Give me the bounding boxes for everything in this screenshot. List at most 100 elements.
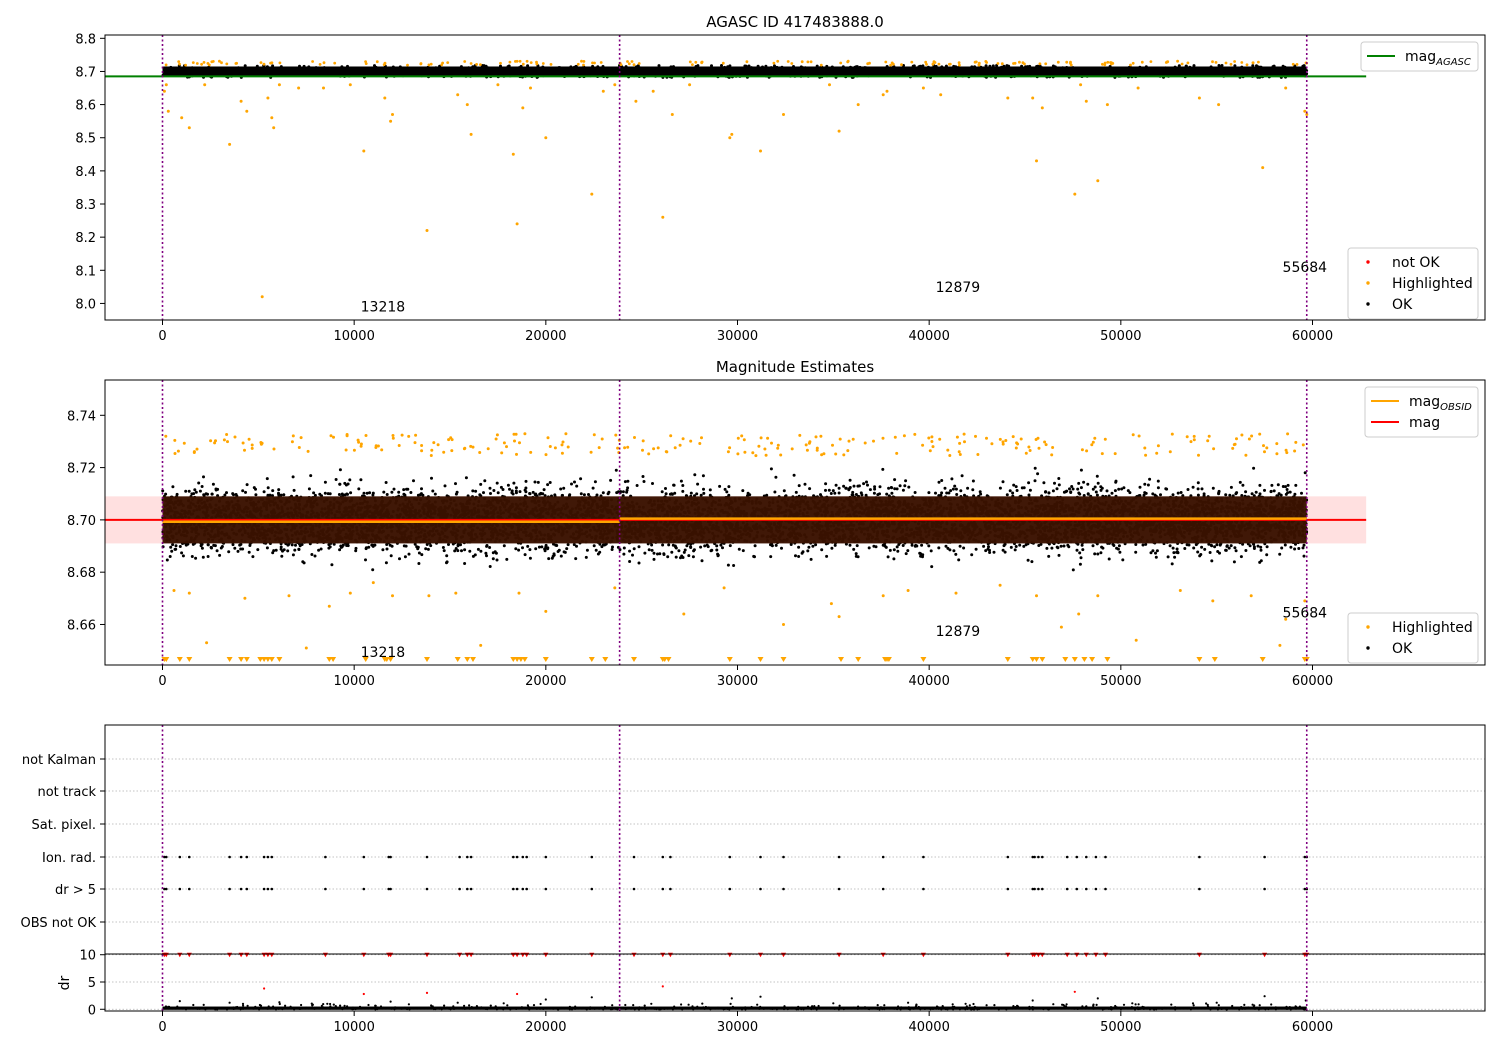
highlighted-point xyxy=(1021,61,1025,65)
panel1-legend-b-marker-swatch xyxy=(1366,281,1370,285)
ok-point xyxy=(318,71,322,74)
ok-point xyxy=(992,550,996,554)
panel1-legend-b-marker-swatch xyxy=(1366,302,1370,306)
ok-point xyxy=(1196,481,1200,485)
ok-point xyxy=(775,67,779,70)
ok-point xyxy=(825,64,829,68)
ok-point xyxy=(310,553,314,556)
ok-point xyxy=(622,70,626,74)
ok-point xyxy=(1171,493,1175,497)
ok-point xyxy=(1128,491,1132,495)
ok-point xyxy=(651,482,654,485)
highlighted-point xyxy=(884,60,888,64)
ok-point xyxy=(702,491,706,495)
ok-point xyxy=(1300,491,1303,495)
ok-point xyxy=(528,70,532,74)
ok-point xyxy=(1118,550,1122,554)
ok-point xyxy=(1142,67,1146,71)
ok-point xyxy=(218,553,222,557)
ok-point xyxy=(622,552,626,556)
highlighted-point xyxy=(234,62,238,65)
ok-point xyxy=(265,65,269,69)
ok-point xyxy=(1225,544,1229,548)
ok-point xyxy=(243,64,247,68)
ok-point xyxy=(364,547,368,551)
ok-point xyxy=(932,69,936,72)
ok-point xyxy=(344,68,348,72)
ok-point xyxy=(1229,544,1233,548)
ok-point xyxy=(1243,71,1247,74)
ok-point xyxy=(1062,72,1066,76)
ok-point xyxy=(984,68,988,72)
highlighted-point xyxy=(846,59,850,63)
ok-point xyxy=(1241,483,1245,487)
ok-point xyxy=(309,71,313,75)
ok-point xyxy=(472,69,476,73)
highlighted-point xyxy=(184,63,188,67)
panel1-xtick-label: 30000 xyxy=(717,329,758,344)
highlighted-point xyxy=(1031,96,1035,100)
highlighted-point xyxy=(1105,103,1109,107)
highlighted-point xyxy=(900,63,903,67)
highlighted-point xyxy=(1084,99,1088,103)
ok-point xyxy=(855,544,859,548)
ok-point xyxy=(830,65,834,69)
ok-point xyxy=(1120,69,1124,73)
ok-point xyxy=(1275,71,1278,75)
ok-point xyxy=(1176,69,1180,73)
ok-point xyxy=(848,543,852,547)
ok-point xyxy=(982,72,986,76)
ok-point xyxy=(637,545,641,549)
ok-point xyxy=(1061,66,1065,70)
highlighted-point xyxy=(921,86,925,90)
highlighted-point xyxy=(786,60,790,63)
ok-point xyxy=(1268,72,1271,76)
highlighted-point xyxy=(1103,63,1107,67)
ok-point xyxy=(1230,69,1234,73)
ok-point xyxy=(637,561,641,565)
highlighted-point xyxy=(463,60,467,63)
ok-point xyxy=(934,491,937,495)
ok-point xyxy=(987,545,990,549)
ok-point xyxy=(398,65,402,69)
ok-point xyxy=(992,68,996,72)
ok-point xyxy=(715,548,719,552)
ok-point xyxy=(298,64,301,68)
ok-point xyxy=(1283,543,1287,547)
ok-point xyxy=(824,482,828,486)
highlighted-point xyxy=(728,136,732,140)
ok-point xyxy=(1024,65,1028,69)
ok-point xyxy=(477,71,480,75)
ok-point xyxy=(1071,487,1075,491)
ok-point xyxy=(285,69,289,73)
ok-point xyxy=(689,545,693,549)
ok-point xyxy=(1293,492,1297,496)
ok-point xyxy=(256,548,260,552)
ok-point xyxy=(549,73,553,76)
highlighted-point xyxy=(881,93,885,97)
ok-point xyxy=(695,492,699,496)
ok-point xyxy=(557,66,561,70)
ok-point xyxy=(773,64,776,68)
ok-point xyxy=(445,561,448,565)
panel1-legend-b-marker-swatch xyxy=(1366,260,1370,264)
ok-point xyxy=(1062,544,1066,548)
ok-point xyxy=(952,64,956,68)
ok-point xyxy=(585,68,589,72)
ok-point xyxy=(186,67,190,71)
ok-point xyxy=(372,72,376,76)
ok-point xyxy=(1286,68,1290,72)
ok-point xyxy=(1252,68,1256,72)
ok-point xyxy=(1010,70,1014,74)
ok-point xyxy=(710,64,713,68)
ok-point xyxy=(1184,64,1188,68)
ok-point xyxy=(1281,64,1285,68)
ok-point xyxy=(384,481,388,484)
ok-point xyxy=(313,554,317,558)
ok-point xyxy=(761,65,764,69)
ok-point xyxy=(1076,487,1080,491)
highlighted-point xyxy=(782,113,785,116)
ok-point xyxy=(385,69,389,73)
ok-point xyxy=(1034,72,1038,76)
ok-point xyxy=(978,68,981,72)
